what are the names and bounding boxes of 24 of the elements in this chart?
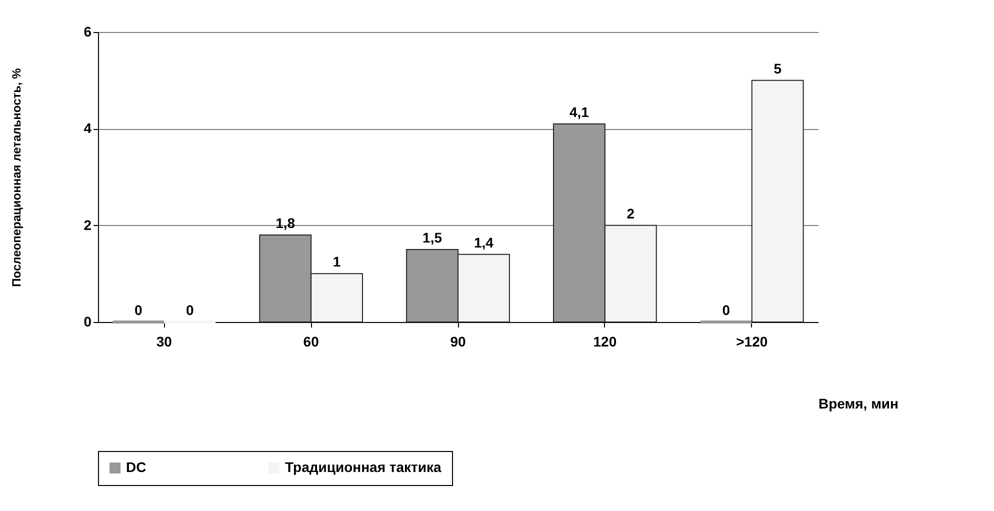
data-label: 5 — [774, 60, 782, 76]
y-tick-label: 4 — [84, 120, 92, 136]
x-tick-label: 120 — [593, 334, 617, 350]
data-label: 1,5 — [422, 230, 442, 246]
y-tick-label: 0 — [84, 314, 92, 330]
x-axis-title: Время, мин — [818, 396, 898, 412]
y-axis-title: Послеоперационная летальность, % — [10, 68, 24, 287]
data-label: 4,1 — [569, 104, 590, 120]
data-label: 0 — [722, 302, 730, 318]
x-tick-label: 60 — [303, 334, 320, 350]
x-tick-label: 90 — [450, 334, 466, 350]
y-tick-label: 2 — [84, 216, 92, 233]
x-tick-label: 30 — [156, 334, 172, 350]
data-label: 0 — [134, 302, 143, 318]
data-label: 1,8 — [276, 215, 296, 231]
data-label: 1 — [332, 254, 341, 270]
data-label: 0 — [186, 302, 194, 318]
bar — [751, 80, 804, 322]
legend-label: DC — [126, 459, 146, 475]
y-tick-label: 6 — [84, 24, 92, 40]
data-label: 2 — [626, 205, 635, 222]
data-label: 1,4 — [474, 234, 494, 250]
x-tick-label: >120 — [736, 334, 768, 350]
legend-label: Традиционная тактика — [285, 459, 442, 475]
